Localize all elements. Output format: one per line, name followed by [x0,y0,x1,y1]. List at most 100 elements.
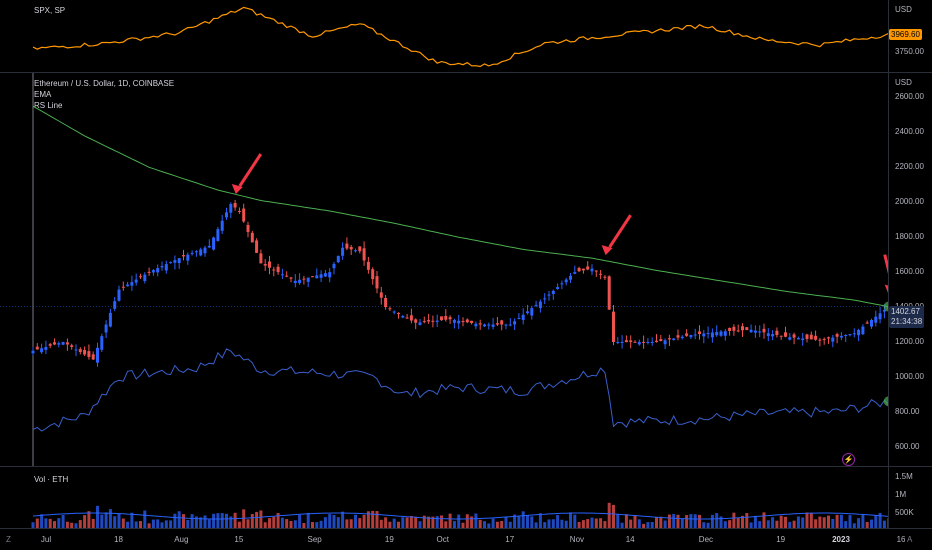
candle-body [134,279,138,283]
candle-body [203,247,207,254]
price-tick-label: 2600.00 [895,92,924,102]
candle-body [504,324,508,326]
volume-bar [190,514,194,528]
time-tick-label: Oct [436,535,449,544]
volume-bar [130,512,134,528]
volume-bar [220,513,224,528]
candle-body [392,311,396,313]
reset-zoom-button[interactable]: Z [6,535,11,544]
spx-price-axis[interactable]: USD 3969.60 3750.00 [888,0,932,72]
candle-body [470,320,474,324]
volume-pane[interactable]: Vol · ETH [0,467,888,528]
volume-bar [418,521,422,528]
candle-body [569,275,572,280]
candle-body [543,298,547,300]
candle-body [633,341,637,343]
price-tick-label: 1800.00 [895,232,924,242]
candle-body [792,334,796,338]
candle-body [646,341,650,343]
main-chart-pane[interactable]: Ethereum / U.S. Dollar, 1D, COINBASE EMA… [0,73,888,466]
candle-body [848,334,852,336]
volume-bar [736,518,740,528]
price-chart [0,73,888,466]
volume-bar [680,519,684,528]
candle-body [538,301,542,309]
volume-bar [104,512,108,528]
volume-bar [495,521,499,528]
volume-bar [379,519,383,528]
annotation-arrowhead [231,184,243,194]
candle-body [366,261,370,270]
time-tick-label: Aug [174,535,189,544]
volume-bar [513,514,517,528]
volume-bar [431,516,435,528]
candle-body [521,314,525,320]
time-axis[interactable]: Z A Jul 18 Aug 15 Sep 19 Oct 17 Nov 14 Dec 19 2023 16 [0,529,932,550]
volume-bar [517,516,521,528]
volume-bar [728,520,732,528]
volume-bar [732,512,736,528]
volume-bar [298,514,302,528]
candle-body [169,262,173,264]
volume-bar [452,521,456,528]
volume-bar [882,520,886,528]
volume-bar [788,521,792,528]
volume-bar [487,523,491,528]
main-price-axis[interactable]: USD 600.00800.001000.001200.001400.00160… [888,73,932,466]
candle-body [302,278,306,280]
price-tick-label: 1000.00 [895,371,924,381]
spx-currency: USD [895,5,912,14]
volume-bar [547,519,551,528]
volume-bar [848,515,852,528]
spx-line [32,6,888,68]
lightning-icon[interactable]: ⚡ [842,453,855,466]
volume-bar [151,519,155,528]
candle-body [225,212,228,218]
candle-body [147,271,151,273]
pane-separator[interactable] [0,528,932,529]
volume-bar [543,522,547,528]
price-tick-label: 1200.00 [895,336,924,346]
volume-bar [612,504,615,528]
auto-scale-button[interactable]: A [907,535,913,544]
volume-bar [341,511,345,528]
candle-body [78,349,82,352]
volume-bar [216,513,220,528]
candle-body [323,273,327,277]
candle-body [345,243,349,249]
time-tick-label: Dec [698,535,714,544]
volume-bar [758,521,762,528]
candle-body [835,334,839,337]
candle-body [650,341,654,343]
spx-pane[interactable]: SPX, SP [0,0,888,72]
volume-bar [199,517,203,528]
volume-bar [805,512,809,528]
candle-body [564,279,568,283]
volume-bar [594,518,598,528]
candle-body [280,274,284,276]
volume-axis[interactable]: 1.5M 1M 500K [888,467,932,528]
candle-body [379,292,383,298]
volume-bar [74,523,78,528]
candle-body [461,321,465,323]
candle-body [874,316,878,323]
volume-bar [113,516,117,528]
volume-bar [293,520,297,528]
current-price-label: 1402.67 21:34:38 [889,306,925,328]
candle-body [285,275,289,277]
pane-separator[interactable] [0,466,932,467]
main-title: Ethereum / U.S. Dollar, 1D, COINBASE [34,79,175,88]
volume-bar [470,516,474,528]
volume-bar [164,520,168,528]
candle-body [801,338,805,341]
candle-body [354,250,357,252]
candle-body [130,282,134,286]
volume-bar [414,516,418,528]
candle-body [672,338,676,340]
candle-body [736,330,740,332]
pane-separator[interactable] [0,72,932,73]
volume-bar [491,518,495,528]
volume-bar [779,515,783,528]
candle-body [315,275,319,279]
candle-body [156,268,160,273]
